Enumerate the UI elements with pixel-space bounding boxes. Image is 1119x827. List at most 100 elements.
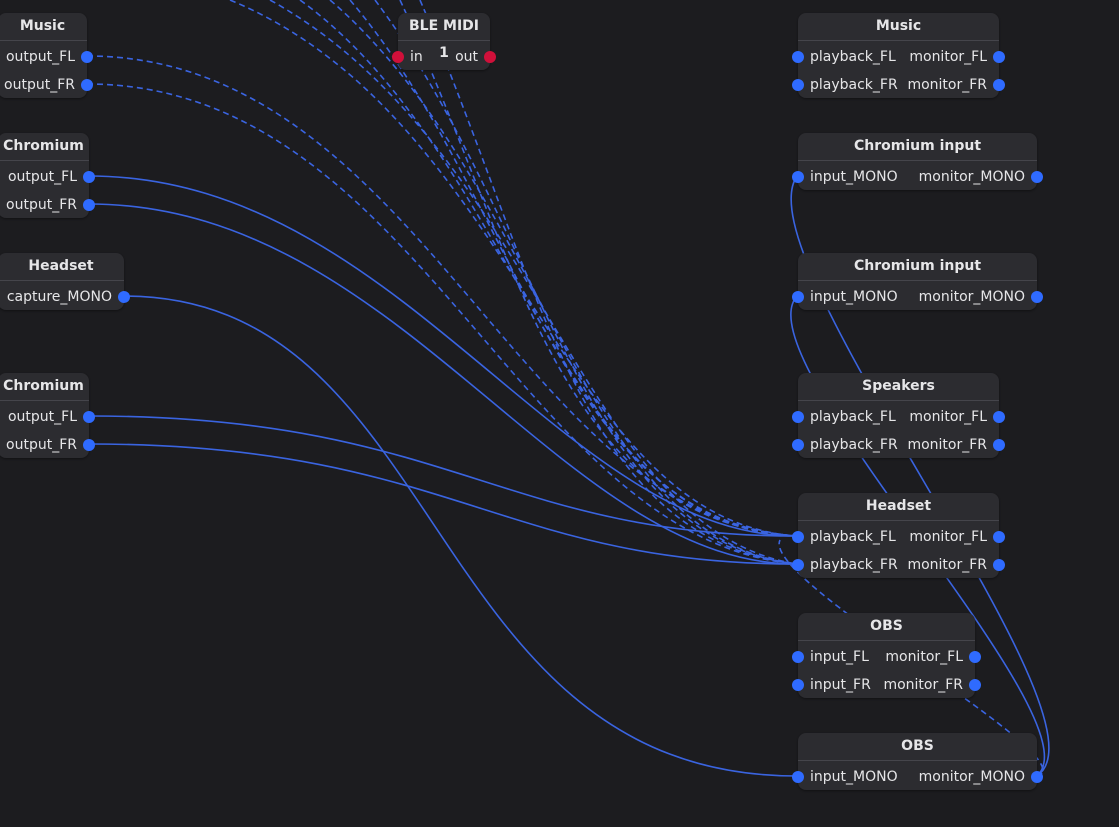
port-row: capture_MONO	[0, 283, 130, 311]
wire-dashed	[349, 0, 798, 537]
output-port[interactable]	[993, 79, 1005, 91]
port-label: out	[455, 49, 478, 65]
port-row: output_FR	[0, 71, 93, 99]
output-port[interactable]	[81, 79, 93, 91]
port-label: playback_FR	[810, 77, 898, 93]
node-ble-midi[interactable]: BLE MIDI 1 in out	[392, 13, 496, 70]
port-row: output_FR	[0, 431, 95, 459]
node-chromium-output-2[interactable]: Chromium output_FL output_FR	[0, 373, 95, 459]
port-label: output_FR	[6, 197, 77, 213]
output-port[interactable]	[993, 559, 1005, 571]
node-chromium-output-1[interactable]: Chromium output_FL output_FR	[0, 133, 95, 219]
input-port[interactable]	[792, 291, 804, 303]
input-port[interactable]	[792, 171, 804, 183]
wire-dashed	[374, 0, 798, 565]
output-port[interactable]	[1031, 171, 1043, 183]
input-port[interactable]	[792, 439, 804, 451]
node-chromium-input-1[interactable]: Chromium input input_MONO monitor_MONO	[792, 133, 1043, 191]
midi-input-port[interactable]	[392, 51, 404, 63]
node-music-output[interactable]: Music output_FL output_FR	[0, 13, 93, 99]
node-title: Chromium	[0, 373, 89, 401]
port-label: monitor_MONO	[918, 289, 1025, 305]
output-port[interactable]	[993, 531, 1005, 543]
midi-output-port[interactable]	[484, 51, 496, 63]
port-label: playback_FL	[810, 49, 896, 65]
input-port[interactable]	[792, 771, 804, 783]
port-label: output_FR	[4, 77, 75, 93]
node-obs-mono[interactable]: OBS input_MONO monitor_MONO	[792, 733, 1043, 791]
port-label: input_FR	[810, 677, 871, 693]
wire-music-fl	[86, 55, 798, 537]
output-port[interactable]	[993, 439, 1005, 451]
wire-dashed	[419, 0, 798, 565]
port-label: monitor_MONO	[918, 169, 1025, 185]
port-row: output_FL	[0, 43, 93, 71]
wire-dashed	[269, 0, 798, 565]
node-title: Headset	[798, 493, 999, 521]
node-music-sink[interactable]: Music playback_FL monitor_FL playback_FR…	[792, 13, 1005, 99]
node-speakers[interactable]: Speakers playback_FL monitor_FL playback…	[792, 373, 1005, 459]
output-port[interactable]	[1031, 771, 1043, 783]
port-row: output_FR	[0, 191, 95, 219]
node-headset-sink[interactable]: Headset playback_FL monitor_FL playback_…	[792, 493, 1005, 578]
port-label: monitor_FL	[909, 529, 987, 545]
port-label: monitor_FR	[907, 437, 987, 453]
wire-chromium1-fl	[88, 175, 798, 537]
node-obs-stereo[interactable]: OBS input_FL monitor_FL input_FR monitor…	[792, 613, 981, 699]
output-port[interactable]	[83, 171, 95, 183]
input-port[interactable]	[792, 559, 804, 571]
port-row: playback_FR monitor_FR	[792, 71, 1005, 99]
node-title: OBS	[798, 733, 1037, 761]
port-label: playback_FR	[810, 557, 898, 573]
output-port[interactable]	[83, 439, 95, 451]
port-row: input_MONO monitor_MONO	[792, 763, 1043, 791]
port-label: monitor_MONO	[918, 769, 1025, 785]
port-row: input_FR monitor_FR	[792, 671, 981, 699]
output-port[interactable]	[118, 291, 130, 303]
wire-dashed	[399, 0, 798, 537]
node-title: Music	[0, 13, 87, 41]
node-title: OBS	[798, 613, 975, 641]
port-row: input_MONO monitor_MONO	[792, 163, 1043, 191]
port-label: capture_MONO	[6, 289, 112, 305]
wire-chromium2-fr	[88, 443, 798, 565]
node-title: Chromium input	[798, 133, 1037, 161]
port-label: monitor_FL	[885, 649, 963, 665]
port-label: input_MONO	[810, 769, 898, 785]
output-port[interactable]	[969, 679, 981, 691]
wire-chromium2-fl	[88, 415, 798, 537]
input-port[interactable]	[792, 651, 804, 663]
input-port[interactable]	[792, 679, 804, 691]
node-chromium-input-2[interactable]: Chromium input input_MONO monitor_MONO	[792, 253, 1043, 310]
wire-dashed	[299, 0, 798, 537]
output-port[interactable]	[993, 51, 1005, 63]
output-port[interactable]	[993, 411, 1005, 423]
wire-dashed	[329, 0, 798, 565]
input-port[interactable]	[792, 51, 804, 63]
port-row: playback_FR monitor_FR	[792, 431, 1005, 459]
input-port[interactable]	[792, 79, 804, 91]
port-label: monitor_FL	[909, 409, 987, 425]
port-row: playback_FL monitor_FL	[792, 43, 1005, 71]
port-label: in	[410, 49, 423, 65]
port-label: output_FL	[7, 409, 77, 425]
port-row: input_FL monitor_FL	[792, 643, 981, 671]
node-title: Chromium	[0, 133, 89, 161]
output-port[interactable]	[83, 411, 95, 423]
node-headset-output[interactable]: Headset capture_MONO	[0, 253, 130, 311]
port-label: output_FR	[6, 437, 77, 453]
port-label: input_MONO	[810, 289, 898, 305]
port-label: input_FL	[810, 649, 869, 665]
input-port[interactable]	[792, 531, 804, 543]
node-title: Music	[798, 13, 999, 41]
output-port[interactable]	[969, 651, 981, 663]
port-label: input_MONO	[810, 169, 898, 185]
output-port[interactable]	[1031, 291, 1043, 303]
port-row: playback_FL monitor_FL	[792, 523, 1005, 551]
port-label: monitor_FR	[907, 557, 987, 573]
input-port[interactable]	[792, 411, 804, 423]
output-port[interactable]	[83, 199, 95, 211]
port-label: output_FL	[5, 49, 75, 65]
output-port[interactable]	[81, 51, 93, 63]
